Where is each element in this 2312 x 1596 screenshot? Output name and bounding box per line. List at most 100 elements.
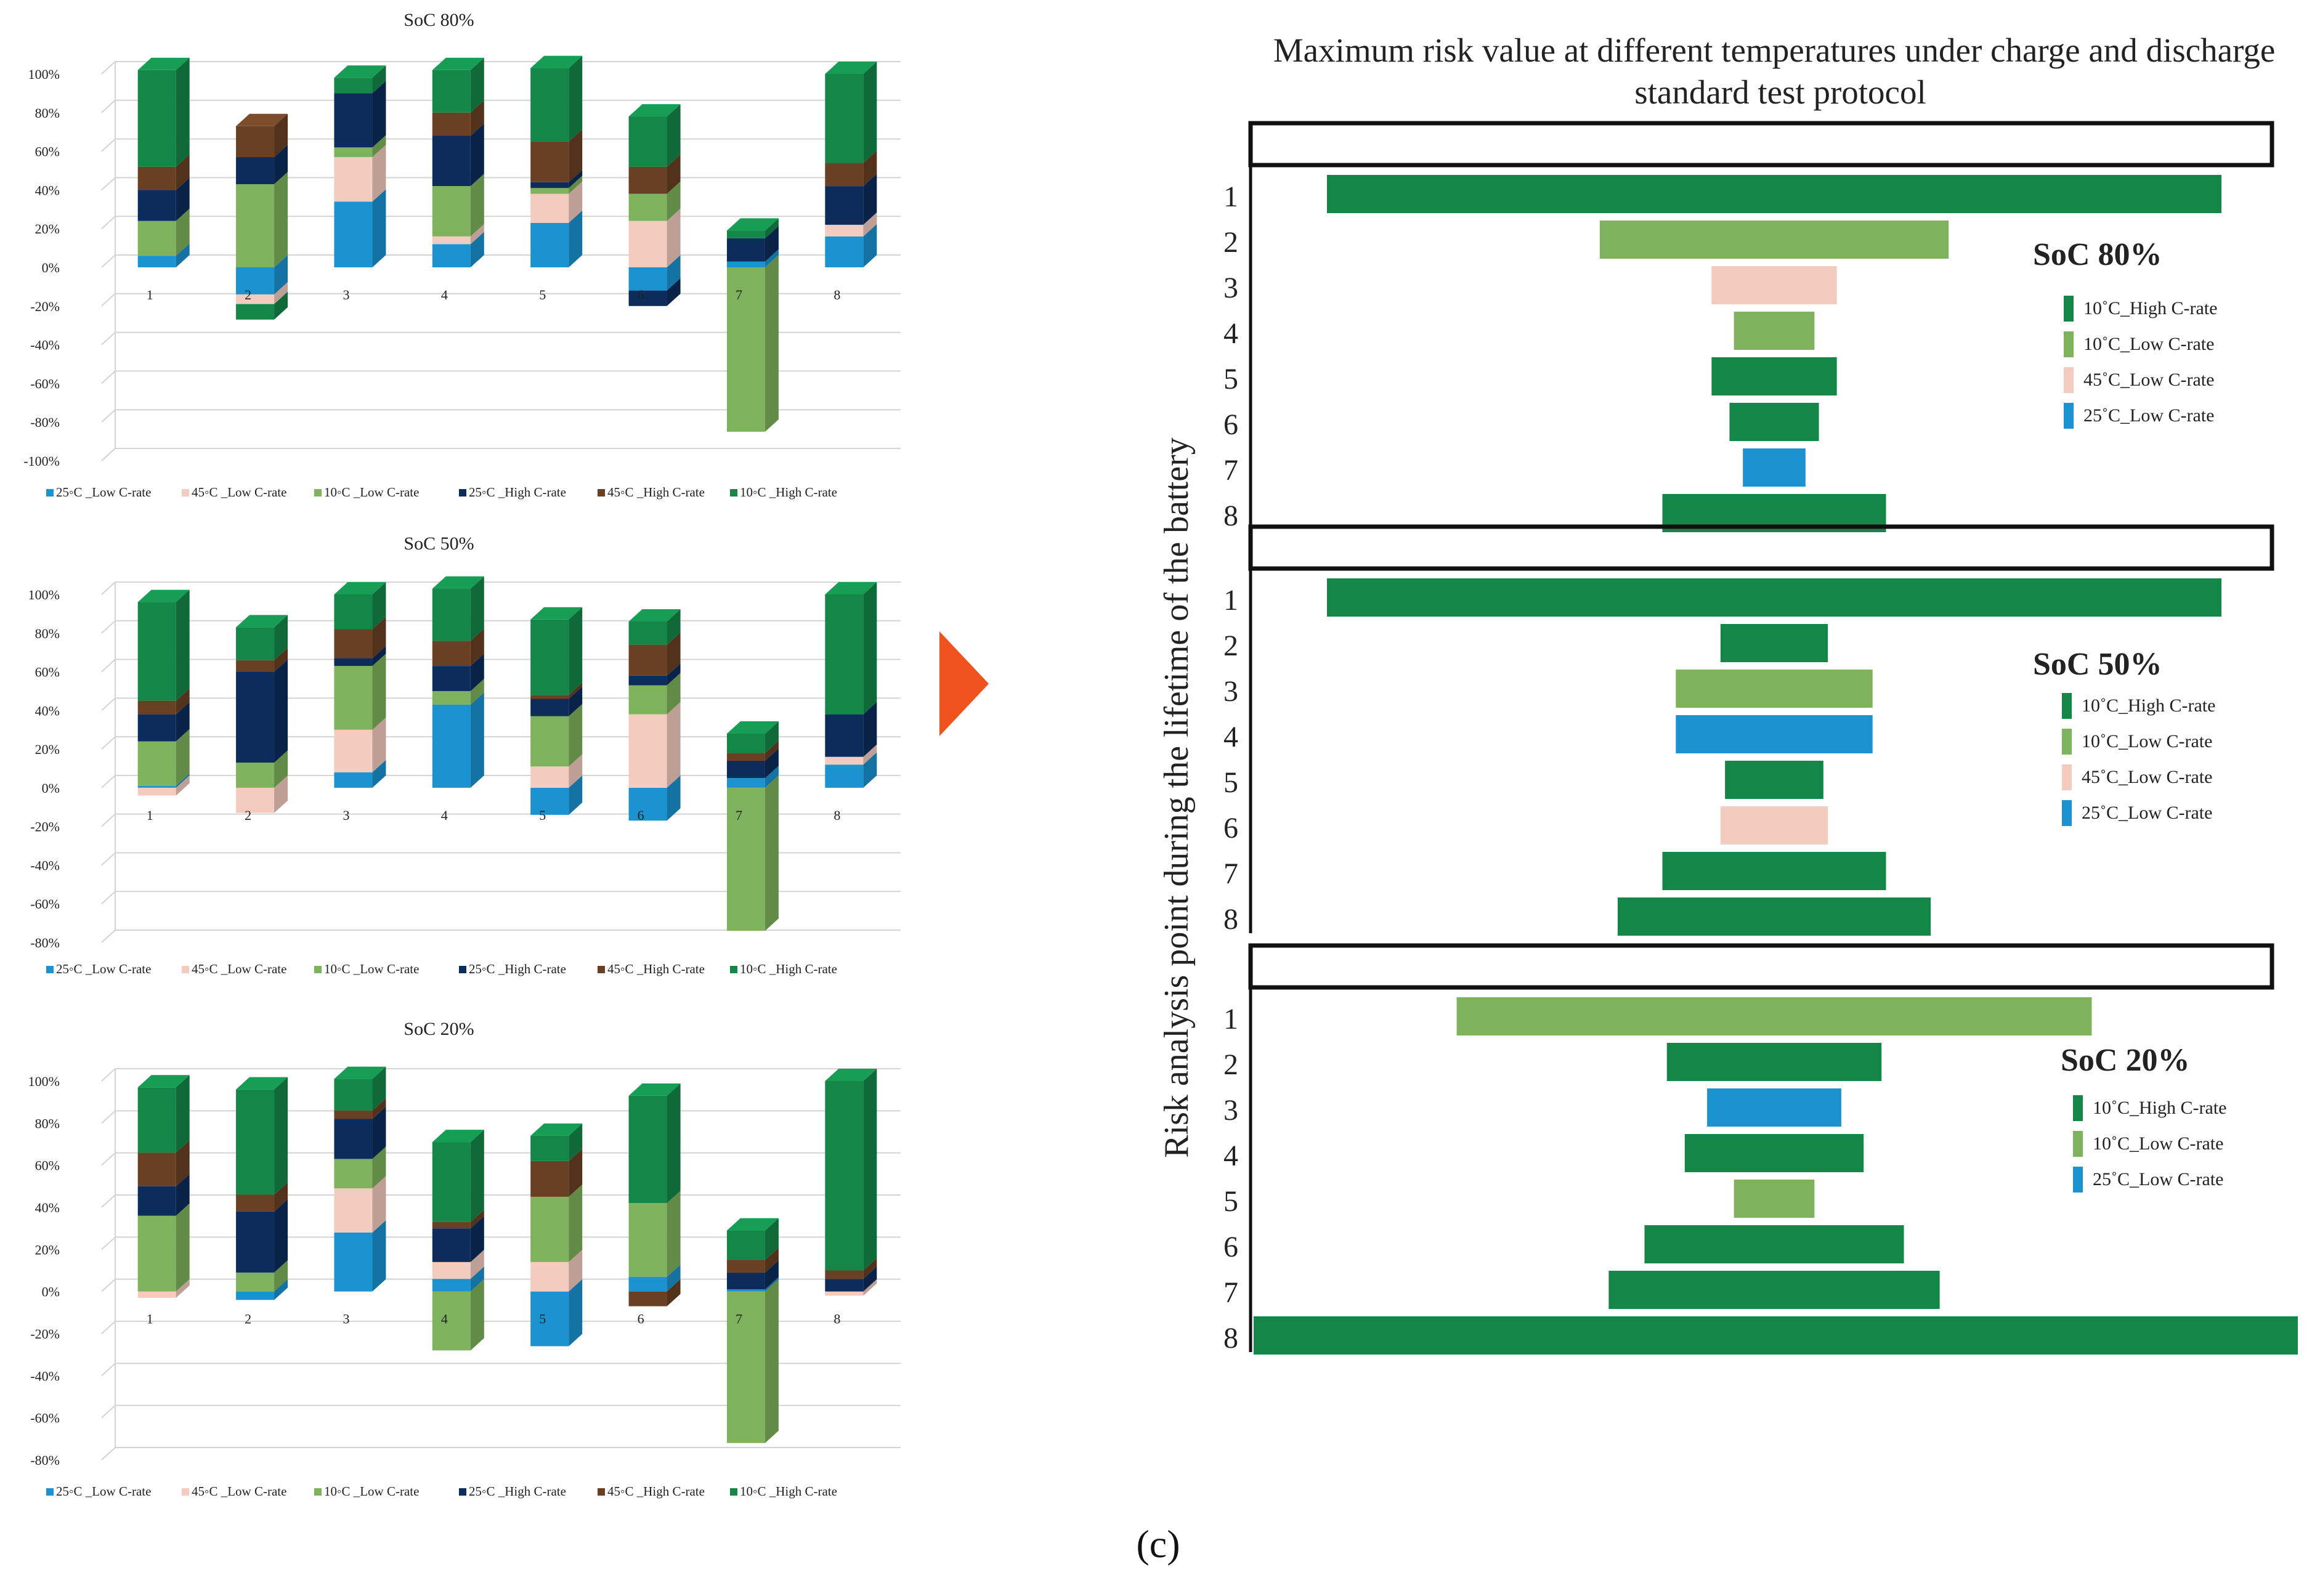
bar-segment-c10low xyxy=(530,188,569,194)
bar-segment-c25low xyxy=(825,236,864,267)
bar-side-c25low xyxy=(569,210,583,267)
gridline xyxy=(101,1278,901,1292)
risk-bar-c25low xyxy=(1676,715,1873,753)
y-tick-label: 60% xyxy=(35,1158,60,1173)
legend-label: 45◦C _High C-rate xyxy=(607,962,705,976)
x-category-label: 2 xyxy=(245,287,251,302)
legend-swatch-c45low xyxy=(182,966,189,973)
bar-side-c10high xyxy=(372,582,386,630)
bar-segment-c25high xyxy=(137,190,176,221)
panel-legend-label: 10˚C_High C-rate xyxy=(2093,1098,2226,1118)
bar-side-c25high xyxy=(863,702,877,757)
gridline xyxy=(101,581,901,595)
bar-segment-c10high xyxy=(825,594,864,715)
bar-side-c25high xyxy=(863,174,877,225)
bar-segment-c10high xyxy=(628,116,667,167)
risk-bar-c10low xyxy=(1599,221,1949,259)
risk-point-label: 1 xyxy=(1223,584,1238,617)
legend-label: 45◦C _Low C-rate xyxy=(192,1484,286,1499)
bar-segment-c25high xyxy=(236,1211,275,1273)
gridline xyxy=(101,1321,901,1334)
gridline xyxy=(101,1236,901,1250)
bar-side-c10low xyxy=(176,1203,190,1292)
bar-segment-c45low xyxy=(628,221,667,267)
bar-side-c45low xyxy=(372,717,386,772)
legend-swatch-c25high xyxy=(459,966,466,973)
bar-side-c25high xyxy=(569,686,583,716)
risk-bar-c10high xyxy=(1608,1271,1940,1309)
bar-side-c10low xyxy=(274,171,288,267)
bar-segment-c45low xyxy=(530,766,569,788)
legend-swatch-c10low xyxy=(314,489,322,496)
bar-segment-c10low xyxy=(137,1215,176,1292)
risk-point-label: 2 xyxy=(1223,630,1238,662)
x-category-label: 8 xyxy=(834,287,840,302)
bar-segment-c25high xyxy=(530,699,569,716)
bar-segment-c25high xyxy=(530,182,569,188)
legend-swatch-c10high xyxy=(730,489,737,496)
risk-point-label: 4 xyxy=(1223,317,1238,350)
bar-top-face xyxy=(236,113,288,126)
bar-side-c10high xyxy=(569,607,583,695)
risk-bar-c10high xyxy=(1254,1316,2298,1355)
y-tick-label: 80% xyxy=(35,1116,60,1131)
bar-segment-c10low xyxy=(334,147,373,158)
legend-label: 25◦C _High C-rate xyxy=(469,962,566,976)
panel-legend-swatch-c10low xyxy=(2064,331,2074,357)
bar-side-c10high xyxy=(765,1218,779,1260)
bar-side-c25high xyxy=(274,659,288,763)
panel-header-box xyxy=(1248,524,2274,571)
y-tick-label: -100% xyxy=(23,453,60,469)
bar-top-face xyxy=(334,1066,386,1079)
bar-segment-c45low xyxy=(334,729,373,772)
bar-segment-c25high xyxy=(726,238,765,262)
panel-legend-label: 25˚C_Low C-rate xyxy=(2093,1169,2223,1189)
bar-segment-c25high xyxy=(334,1119,373,1159)
bar-side-c25high xyxy=(667,663,681,686)
x-category-label: 2 xyxy=(245,1311,251,1327)
bar-side-c25low xyxy=(470,232,484,267)
right-chart-title-line1: Maximum risk value at different temperat… xyxy=(1273,31,2276,69)
risk-bar-c10high xyxy=(1666,1043,1882,1081)
bar-side-c25low xyxy=(372,1220,386,1292)
bar-segment-c10high xyxy=(137,70,176,167)
legend-label: 25◦C _High C-rate xyxy=(469,1484,566,1499)
bar-side-c10high xyxy=(176,57,190,167)
bar-top-face xyxy=(825,1069,877,1081)
bar-side-c25low xyxy=(274,255,288,294)
risk-bar-c10high xyxy=(1327,175,2221,213)
bar-side-c25high xyxy=(765,748,779,779)
bar-side-c45low xyxy=(470,1249,484,1279)
x-category-label: 1 xyxy=(147,1311,153,1327)
bar-segment-c10low xyxy=(432,1291,471,1351)
risk-point-label: 8 xyxy=(1223,1322,1238,1355)
risk-bar-c10high xyxy=(1711,357,1837,395)
bar-segment-c45low xyxy=(432,236,471,245)
bar-segment-c25low xyxy=(137,785,176,788)
bar-side-c45low xyxy=(176,775,190,796)
bar-side-c25high xyxy=(274,1199,288,1273)
gridline xyxy=(101,293,901,307)
bar-side-c25high xyxy=(176,702,190,742)
legend-swatch-c45high xyxy=(598,966,605,973)
bar-segment-c45low xyxy=(432,1262,471,1279)
legend-label: 45◦C _Low C-rate xyxy=(192,962,286,976)
bar-side-c10high xyxy=(176,589,190,701)
risk-point-label: 3 xyxy=(1223,272,1238,304)
panel-title: SoC 20% xyxy=(2061,1043,2189,1078)
bar-side-c10high xyxy=(274,291,288,320)
gridline xyxy=(101,1152,901,1166)
bar-top-face xyxy=(432,1130,484,1143)
chart-2-wall xyxy=(101,582,116,943)
risk-bar-c10low xyxy=(1734,312,1815,350)
legend-swatch-c25low xyxy=(46,489,54,496)
bar-side-c25low xyxy=(470,1266,484,1292)
panel-title: SoC 50% xyxy=(2033,647,2162,682)
bar-segment-c45high xyxy=(825,163,864,187)
bar-segment-c25low xyxy=(530,222,569,267)
bar-side-c45high xyxy=(470,100,484,136)
bar-segment-c25high xyxy=(628,675,667,686)
bar-side-c45low xyxy=(274,775,288,813)
bar-side-c25high xyxy=(176,1173,190,1216)
